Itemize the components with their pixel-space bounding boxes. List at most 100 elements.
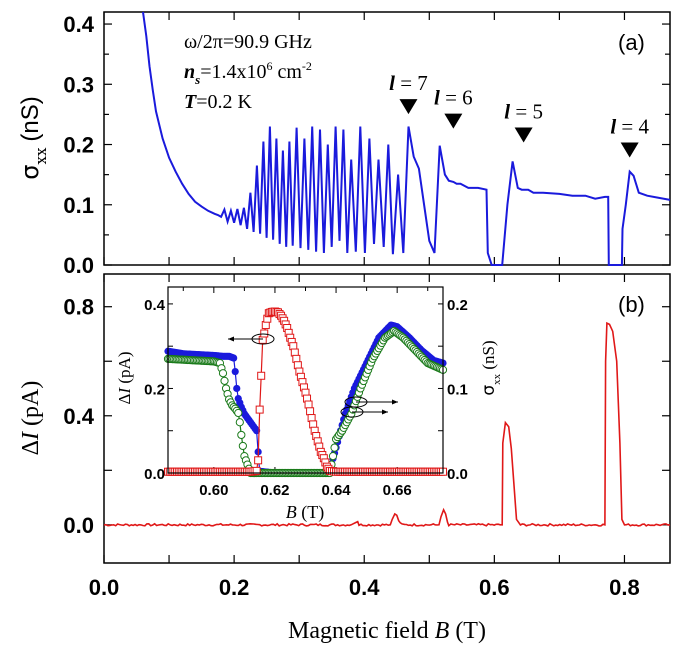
panel-b-y-tick-labels: 0.0 0.4 0.8 [63,295,94,538]
panel-b-x-tick-label: 0.6 [479,575,510,600]
panel-b-y-tick-label: 0.4 [63,404,94,429]
inset-point-open-circle [238,441,247,451]
panel-b-frame [103,273,671,564]
panel-a-y-tick-labels: 0.0 0.1 0.2 0.3 0.4 [63,12,94,278]
inset-right-y-tick-label: 0.2 [447,297,468,314]
panel-a-y-tick-label: 0.1 [63,193,94,218]
landau-level-var: l [434,86,440,110]
panel-a-y-tick-label: 0.3 [63,72,94,97]
panel-b-x-tick-label: 0.4 [349,575,380,600]
inset-point-open-circle [237,430,246,440]
inset-point-open-square [257,371,266,380]
panel-b-x-tick-label: 0.0 [89,575,120,600]
inset-right-y-tick-label: 0.0 [447,466,468,483]
inset-left-y-axis-label: ΔI (pA) [115,352,134,405]
panel-b-x-tick-labels: 0.0 0.2 0.4 0.6 0.8 [89,575,640,600]
panel-a-y-tick-label: 0.2 [63,133,94,158]
panel-a: 0.00.10.20.30.4 l = 7l = 6l = 5l = 4 σxx… [16,11,671,278]
panel-b-ticks [103,274,670,563]
inset-point-open-square [304,400,313,409]
panel-a-frame [103,11,671,266]
landau-level-var: l [504,99,510,123]
inset-left-y-tick-label: 0.0 [144,466,165,483]
inset-arrow-right-sigma-1-head [392,399,398,405]
landau-level-value: = 7 [395,71,428,95]
panel-b: 0.00.40.8 0.0 0.2 0.4 0.6 0.8 ΔI (pA) Magnet… [18,273,671,644]
panel-b-x-label-unit: (T) [449,618,486,644]
inset-right-y-axis-label: σxx (nS) [479,340,503,395]
landau-level-value: = 5 [510,99,543,123]
inset-left-y-label-unit: (pA) [115,352,134,388]
inset-point-open-square [260,329,269,338]
landau-level-label: l = 7 [389,71,428,95]
landau-level-value: = 6 [440,86,473,110]
panel-a-label: (a) [618,30,645,55]
landau-level-marker-triangle [620,142,639,158]
inset-point-open-square [252,466,261,475]
panel-a-y-axis-label: σxx (nS) [16,96,50,179]
panel-b-y-tick-label: 0.8 [63,295,94,320]
inset-point-open-circle [330,443,339,452]
inset-series [163,307,448,478]
inset-left-y-label-var: I [115,387,134,395]
panel-b-x-axis-label: Magnetic field B (T) [288,618,486,644]
inset-x-axis-label: B (T) [286,502,324,523]
panel-b-y-label-var: I [18,431,44,441]
inset-point-open-circle [328,451,338,461]
inset-right-y-label-sub: xx [491,373,503,385]
inset-point-open-square [306,407,315,416]
panel-a-y-label-sigma: σ [16,165,44,180]
panel-b-x-label-text: Magnetic field [288,618,435,644]
panel-b-y-axis-label: ΔI (pA) [18,381,44,456]
inset-chart: 0.60 0.62 0.64 0.66 0.0 0.2 0.4 0.0 0.1 0.2 ΔI (p… [115,286,503,523]
landau-level-marker-triangle [444,113,463,129]
inset-left-y-label-delta: Δ [115,393,134,404]
inset-arrow-left-delta-i-head [228,336,234,342]
inset-point-open-circle [220,376,229,385]
inset-frame [167,286,444,474]
annotation-density-sub: s [194,72,200,87]
inset-point-open-square [255,405,264,414]
annotation-temperature-value: =0.2 K [196,91,252,113]
landau-level-marker-triangle [399,99,418,115]
annotation-density-unit-exp: -2 [302,59,312,73]
panel-a-y-tick-label: 0.4 [63,12,94,37]
inset-x-tick-label: 0.60 [199,482,228,499]
inset-right-y-label-unit: (nS) [479,340,498,374]
panel-a-y-tick-label: 0.0 [63,253,94,278]
panel-a-y-label-unit: (nS) [17,96,44,141]
annotation-frequency: ω/2π=90.9 GHz [184,31,312,53]
annotation-density: ns=1.4x106 cm-2 [184,59,312,87]
inset-axis-arrows [228,333,398,418]
panel-b-y-label-unit: (pA) [18,381,44,432]
panel-a-sigma-xx-line [142,11,671,266]
panel-b-x-tick-label: 0.2 [219,575,250,600]
panel-a-landau-markers: l = 7l = 6l = 5l = 4 [389,71,650,158]
panel-b-x-tick-label: 0.8 [609,575,640,600]
inset-left-y-tick-label: 0.4 [144,297,166,314]
inset-x-label-var: B [286,502,297,522]
panel-b-y-tick-label: 0.0 [63,513,94,538]
annotation-density-n: n [184,61,195,83]
landau-level-label: l = 5 [504,99,543,123]
inset-point-filled-circle [233,384,241,393]
inset-arrow-right-sigma-2-head [382,409,388,415]
panel-a-y-label-sub: xx [32,147,50,164]
inset-point-open-circle [235,418,244,427]
annotation-density-unit: cm [272,61,302,83]
inset-x-tick-label: 0.66 [383,482,412,499]
panel-b-y-label-delta: Δ [18,440,44,455]
inset-x-tick-label: 0.64 [321,482,351,499]
landau-level-var: l [389,71,395,95]
landau-level-marker-triangle [514,127,533,143]
landau-level-var: l [610,115,616,139]
inset-x-tick-label: 0.62 [260,482,289,499]
inset-point-open-circle [234,408,243,418]
landau-level-label: l = 4 [610,115,649,139]
inset-right-y-tick-label: 0.1 [447,381,468,398]
panel-b-delta-i-line [103,321,671,528]
inset-point-filled-circle [231,367,239,376]
annotation-density-value: =1.4x10 [200,61,266,83]
landau-level-label: l = 6 [434,86,473,110]
